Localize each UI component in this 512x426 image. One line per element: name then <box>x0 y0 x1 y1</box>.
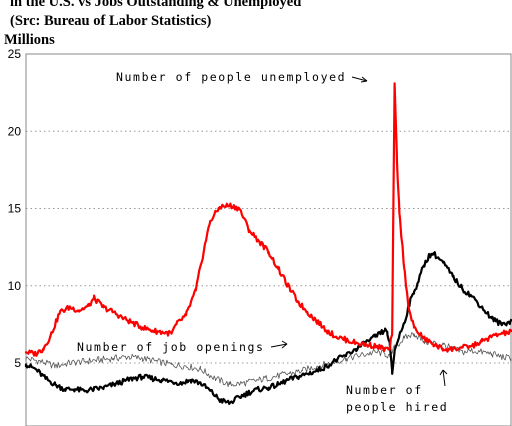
y-tick-label-25: 25 <box>8 47 22 61</box>
arrowhead-icon <box>439 369 448 376</box>
series-line-hired <box>24 251 512 405</box>
annotation-unemployed-arrow <box>351 76 368 82</box>
series-lines <box>24 82 512 405</box>
y-tick-label-20: 20 <box>8 124 22 138</box>
y-tick-label-15: 15 <box>8 202 22 216</box>
y-tick-label-10: 10 <box>8 279 22 293</box>
annotation-openings-arrow <box>270 343 288 348</box>
series-line-unemployed <box>24 82 512 357</box>
chart-title-line-1: in the U.S. vs Jobs Outstanding & Unempl… <box>10 0 301 10</box>
chart-title-line-2: (Src: Bureau of Labor Statistics) <box>10 13 212 29</box>
annotation-hired-arrow <box>442 369 446 387</box>
gridlines <box>26 130 511 364</box>
annotation-job-openings: Number of job openings <box>77 340 265 354</box>
annotation-unemployed: Number of people unemployed <box>116 70 346 84</box>
plot-frame <box>25 53 512 426</box>
annotation-hired-line-1: Number of <box>346 383 423 397</box>
arrowhead-icon <box>360 76 368 83</box>
arrowhead-icon <box>281 340 288 349</box>
annotation-hired-line-2: people hired <box>346 400 448 414</box>
y-axis-unit-label: Millions <box>4 32 55 48</box>
y-tick-label-5: 5 <box>14 356 21 370</box>
series-line-openings <box>25 332 512 388</box>
y-axis-ticks: 5 10 15 20 25 <box>8 47 22 370</box>
